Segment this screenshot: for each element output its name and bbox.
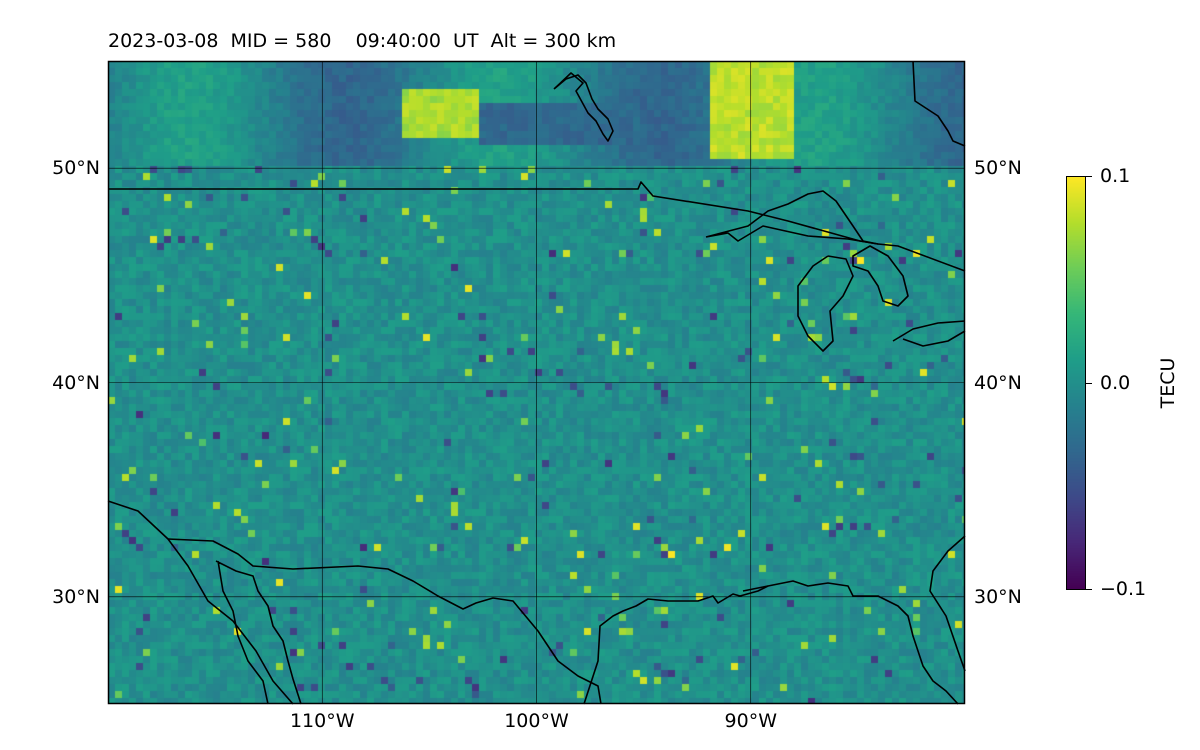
colorbar bbox=[1066, 176, 1086, 590]
lat-tick-label-right: 30°N bbox=[974, 585, 1022, 608]
title-date: 2023-03-08 bbox=[108, 30, 219, 52]
colorbar-tick-label: 0.1 bbox=[1100, 165, 1131, 187]
lon-tick-label: 90°W bbox=[724, 710, 777, 732]
colorbar-gradient bbox=[1067, 177, 1085, 589]
colorbar-label: TECU bbox=[1157, 357, 1179, 409]
mexico-pacific-coast bbox=[107, 500, 294, 705]
lake-erie-ontario bbox=[892, 320, 966, 347]
map-panel bbox=[107, 60, 966, 705]
gulf-coast-east bbox=[742, 580, 959, 705]
florida-atlantic-coast bbox=[929, 535, 966, 672]
lake-michigan bbox=[797, 255, 854, 352]
hudson-bay-coast bbox=[553, 72, 614, 142]
colorbar-tick-mark bbox=[1086, 176, 1092, 177]
colorbar-tick-label: −0.1 bbox=[1100, 578, 1147, 600]
lon-tick-label: 110°W bbox=[289, 710, 355, 732]
coastlines-borders bbox=[107, 60, 966, 705]
lake-huron bbox=[852, 245, 909, 307]
colorbar-tick-mark bbox=[1086, 589, 1092, 590]
map-frame bbox=[107, 60, 966, 705]
us-canada-border bbox=[108, 181, 966, 272]
title-mid: MID = 580 bbox=[230, 30, 332, 52]
map-overlay bbox=[107, 60, 966, 705]
canada-north-coast bbox=[912, 60, 966, 147]
lon-tick-label: 100°W bbox=[504, 710, 569, 732]
title-alt: Alt = 300 km bbox=[490, 30, 617, 52]
lat-tick-label-left: 30°N bbox=[52, 585, 100, 608]
title-time: 09:40:00 UT bbox=[355, 30, 479, 52]
lat-tick-label-left: 40°N bbox=[52, 371, 100, 394]
lat-tick-label-right: 40°N bbox=[974, 371, 1022, 394]
us-mexico-border bbox=[167, 538, 602, 705]
colorbar-tick-label: 0.0 bbox=[1100, 371, 1131, 394]
lat-tick-label-right: 50°N bbox=[974, 157, 1022, 180]
gulf-coast-west bbox=[583, 585, 769, 705]
baja-california bbox=[215, 560, 302, 705]
map-title: 2023-03-08 MID = 580 09:40:00 UT Alt = 3… bbox=[108, 30, 616, 52]
gridlines bbox=[108, 61, 965, 704]
lake-superior bbox=[705, 190, 879, 245]
lat-tick-label-left: 50°N bbox=[52, 157, 100, 180]
colorbar-tick-mark bbox=[1086, 382, 1092, 384]
